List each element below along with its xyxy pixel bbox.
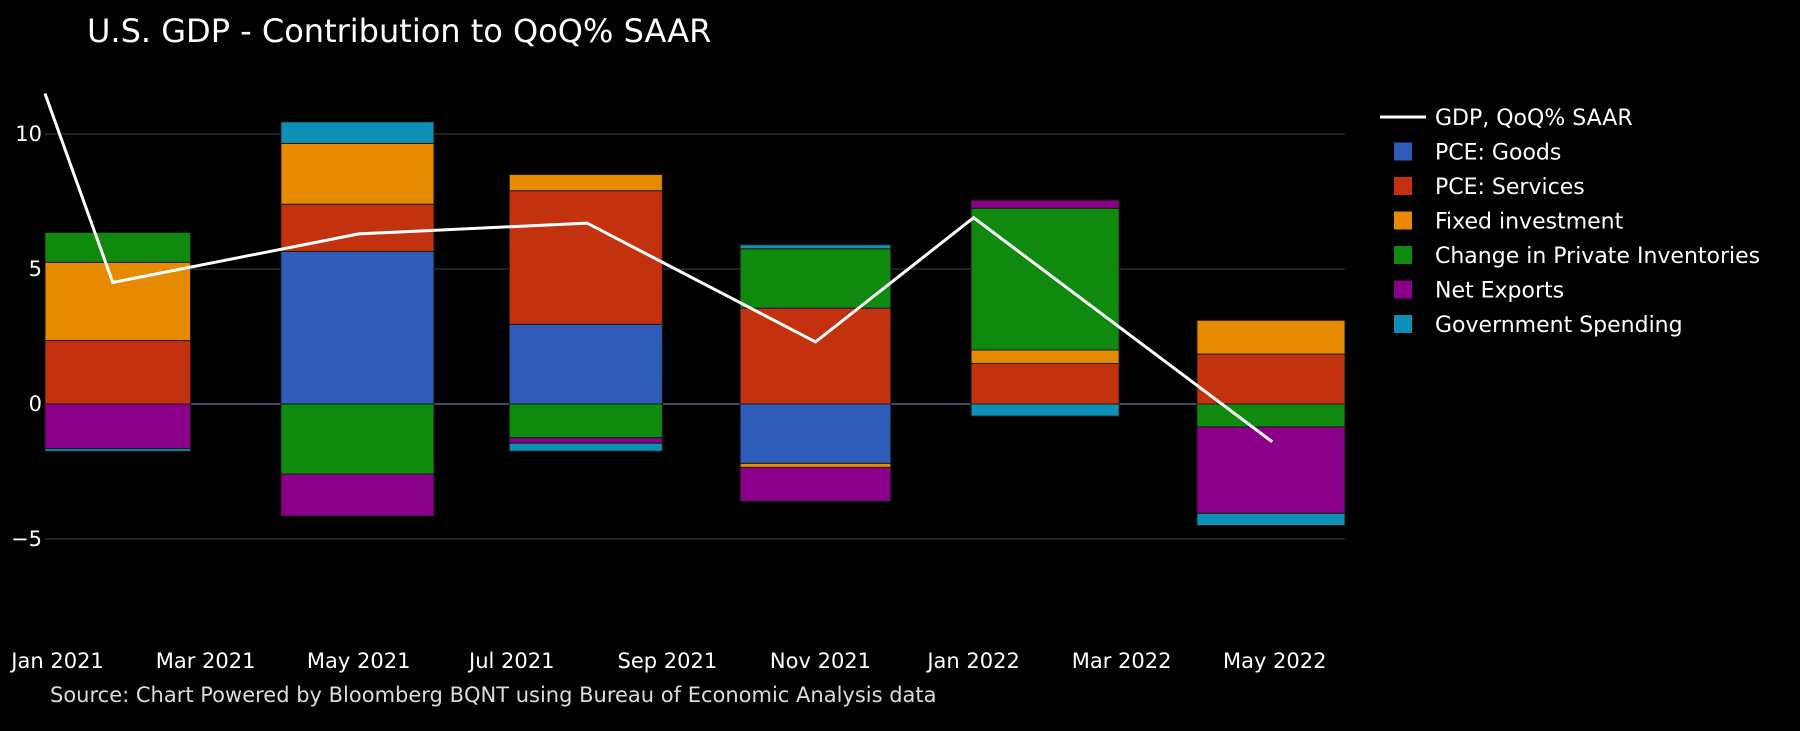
grid-layer [45,133,1345,540]
bar-segment [508,190,663,325]
x-tick-label: Jul 2021 [467,649,554,673]
legend-item-label: Fixed investment [1435,210,1624,235]
x-tick-label: May 2022 [1223,649,1327,673]
line-layer [43,92,1274,443]
chart-title: U.S. GDP - Contribution to QoQ% SAAR [87,12,711,50]
legend-item-label: Change in Private Inventories [1435,244,1760,269]
x-tick-label: Jan 2021 [9,649,104,673]
bar-segment [739,248,892,309]
bar-segment [739,466,892,502]
legend-swatch [1394,280,1412,299]
x-tick-label: May 2021 [307,649,411,673]
bar-segment [739,244,892,250]
x-tick-label: Nov 2021 [770,649,871,673]
bar-segment [280,403,435,475]
bar-segment [1196,353,1346,405]
bar-segment [739,462,892,468]
bar-segment [280,142,435,205]
bar-segment [1196,319,1346,355]
x-tick-label: Sep 2021 [618,649,718,673]
bar-segment [280,250,435,405]
y-tick-label: 5 [29,257,42,281]
legend-swatch [1394,142,1412,161]
bar-segment [739,307,892,405]
x-tick-label: Mar 2022 [1072,649,1172,673]
y-tick-label: 0 [29,392,42,416]
bar-segment [1196,512,1346,526]
x-tick-label: Jan 2022 [925,649,1020,673]
legend-swatch [1394,246,1412,264]
bar-segment [280,473,435,517]
y-tick-layer: −5 0 5 10 [11,122,42,551]
bar-segment [739,403,892,464]
bar-segment [970,363,1120,405]
bar-segment [970,349,1120,364]
legend-item-label: PCE: Goods [1435,141,1561,166]
legend-item-label: PCE: Services [1435,175,1585,200]
bar-segment [970,199,1120,209]
bar-segment [508,174,663,192]
bar-segment [44,403,192,450]
legend-swatch [1394,177,1412,195]
legend: GDP, QoQ% SAAR PCE: Goods PCE: Services Fix… [1380,106,1760,338]
legend-swatch [1394,315,1412,333]
bar-segment [508,403,663,439]
bar-segment [44,232,192,263]
chart-source: Source: Chart Powered by Bloomberg BQNT … [50,683,937,707]
y-tick-label: 10 [15,122,42,146]
legend-item-label: GDP, QoQ% SAAR [1435,106,1633,131]
bar-segment [508,323,663,405]
legend-swatch [1394,211,1412,230]
bar-segment [44,261,192,342]
bar-segment [44,340,192,405]
gdp-line [43,92,1274,443]
bars-layer [44,121,1346,526]
bar-segment [970,207,1120,351]
y-tick-label: −5 [11,527,42,551]
bar-segment [508,437,663,444]
bar-segment [508,442,663,452]
bar-segment [280,121,435,144]
legend-item-label: Government Spending [1435,313,1683,338]
bar-segment [970,403,1120,417]
x-tick-layer: Jan 2021 Mar 2021 May 2021 Jul 2021 Sep 2021… [9,649,1326,673]
x-tick-label: Mar 2021 [156,649,256,673]
bar-segment [1196,403,1346,428]
legend-item-label: Net Exports [1435,279,1564,304]
bar-segment [44,448,192,452]
